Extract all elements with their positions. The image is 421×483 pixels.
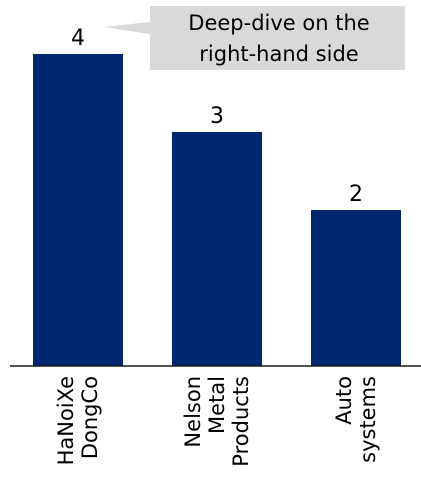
- category-label-nelson-metal-products: NelsonMetalProducts: [181, 376, 253, 467]
- callout: Deep-dive on the right-hand side: [104, 6, 405, 70]
- bar-hanoixe-dongco: [33, 54, 123, 366]
- category-label-line: DongCo: [78, 376, 102, 459]
- category-label-line: systems: [356, 376, 380, 463]
- callout-line-2: right-hand side: [199, 42, 358, 66]
- bars-group: [33, 54, 401, 366]
- value-label-auto-systems: 2: [349, 182, 363, 207]
- category-label-line: Products: [229, 376, 253, 467]
- category-label-hanoixe-dongco: HaNoiXeDongCo: [54, 376, 102, 465]
- category-label-auto-systems: Autosystems: [332, 376, 380, 463]
- bar-auto-systems: [311, 210, 401, 366]
- category-labels-group: HaNoiXeDongCo NelsonMetalProducts Autosyst…: [54, 376, 380, 467]
- category-label-line: Auto: [332, 376, 356, 425]
- category-label-line: Nelson: [181, 376, 205, 448]
- value-label-hanoixe-dongco: 4: [71, 26, 85, 51]
- category-label-line: Metal: [205, 376, 229, 434]
- category-label-line: HaNoiXe: [54, 376, 78, 465]
- value-labels-group: 4 3 2: [71, 26, 363, 207]
- value-label-nelson-metal-products: 3: [210, 104, 224, 129]
- callout-line-1: Deep-dive on the: [188, 11, 369, 35]
- callout-box: [104, 6, 405, 70]
- bar-nelson-metal-products: [172, 132, 262, 366]
